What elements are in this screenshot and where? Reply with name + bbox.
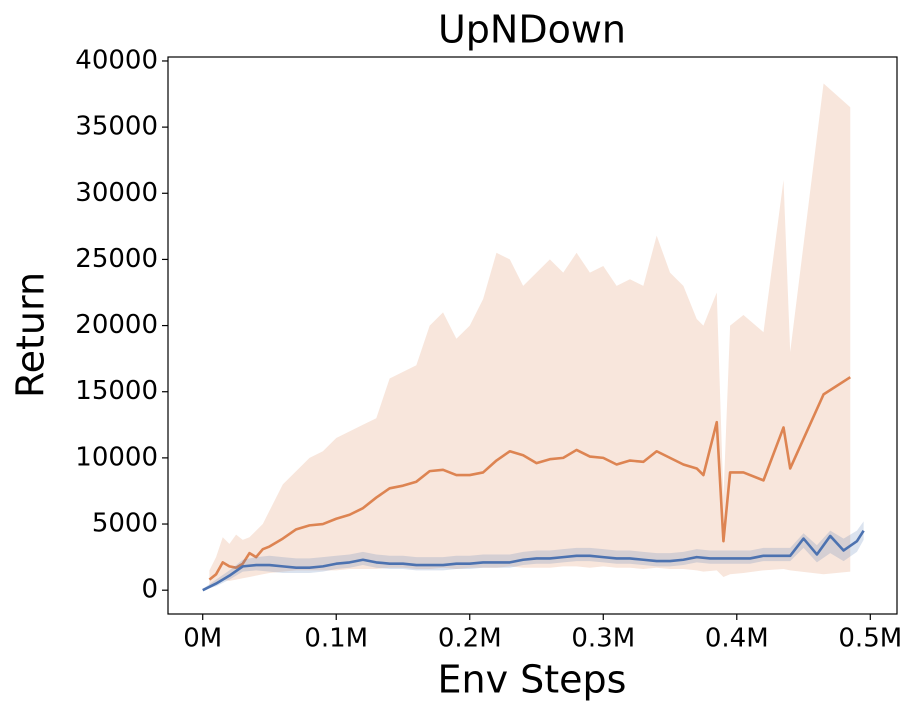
y-tick-label: 30000 (75, 178, 158, 208)
x-axis-label: Env Steps (438, 658, 627, 702)
y-tick-label: 0 (141, 575, 158, 605)
y-tick-label: 40000 (75, 45, 158, 75)
y-axis-label: Return (9, 272, 53, 398)
chart-title: UpNDown (438, 8, 626, 52)
x-tick-label: 0M (183, 624, 222, 654)
y-tick-label: 15000 (75, 376, 158, 406)
x-tick-label: 0.4M (705, 624, 769, 654)
x-tick-label: 0.2M (438, 624, 502, 654)
band (209, 83, 851, 587)
y-tick-label: 5000 (92, 509, 158, 539)
plot-frame (167, 56, 898, 615)
y-tick-label: 20000 (75, 310, 158, 340)
line (208, 376, 851, 581)
band (202, 521, 864, 591)
x-tick-label: 0.5M (838, 624, 902, 654)
y-tick-label: 35000 (75, 112, 158, 142)
x-tick-label: 0.1M (304, 624, 368, 654)
y-tick-label: 10000 (75, 442, 158, 472)
line (202, 529, 865, 592)
y-tick-label: 25000 (75, 244, 158, 274)
x-tick-label: 0.3M (571, 624, 635, 654)
